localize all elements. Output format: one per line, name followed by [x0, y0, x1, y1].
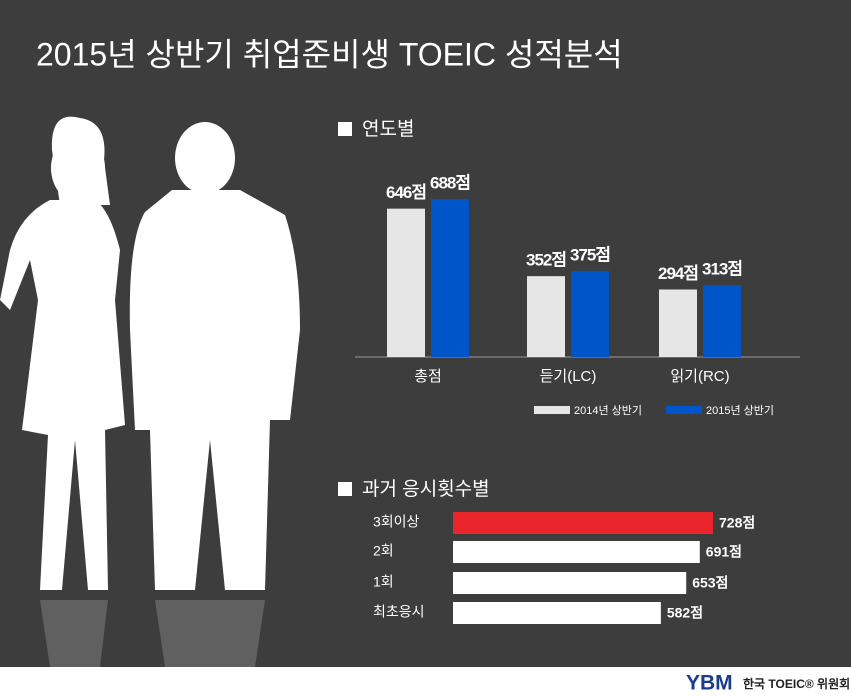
legend-label: 2014년 상반기	[574, 404, 642, 417]
x-tick-label: 총점	[414, 368, 442, 385]
section-marker	[338, 122, 352, 136]
section-title: 연도별	[362, 118, 414, 140]
x-tick-label: 듣기(LC)	[540, 368, 597, 385]
bar	[431, 199, 469, 357]
value-label: 352점	[526, 251, 566, 270]
value-label: 728점	[719, 515, 755, 531]
value-label: 688점	[430, 173, 470, 192]
bar	[453, 541, 700, 563]
legend-swatch	[666, 406, 702, 414]
legend-swatch	[534, 406, 570, 414]
y-tick-label: 2회	[373, 543, 394, 559]
value-label: 582점	[667, 605, 703, 621]
value-label: 691점	[706, 544, 742, 560]
value-label: 294점	[658, 264, 698, 283]
bar	[703, 285, 741, 357]
bar	[453, 512, 713, 534]
value-label: 375점	[570, 245, 610, 264]
value-label: 653점	[692, 575, 728, 591]
y-tick-label: 1회	[373, 574, 394, 590]
section-title: 과거 응시횟수별	[362, 478, 490, 500]
page-title: 2015년 상반기 취업준비생 TOEIC 성적분석	[36, 36, 623, 72]
footer-text: 한국 TOEIC® 위원회	[743, 676, 850, 691]
value-label: 313점	[702, 260, 742, 279]
reflection	[40, 600, 265, 667]
bar	[659, 289, 697, 357]
bar	[453, 602, 661, 624]
bar	[387, 208, 425, 357]
bar	[453, 572, 687, 594]
footer-bar	[0, 667, 851, 697]
section-marker	[338, 482, 352, 496]
bar	[571, 270, 609, 357]
value-label: 646점	[386, 183, 426, 202]
y-tick-label: 최초응시	[373, 604, 425, 620]
bar	[527, 276, 565, 357]
legend-label: 2015년 상반기	[706, 404, 774, 417]
footer-logo: YBM	[686, 672, 733, 695]
y-tick-label: 3회이상	[373, 514, 420, 530]
silhouettes	[0, 116, 300, 590]
x-tick-label: 읽기(RC)	[670, 368, 729, 385]
